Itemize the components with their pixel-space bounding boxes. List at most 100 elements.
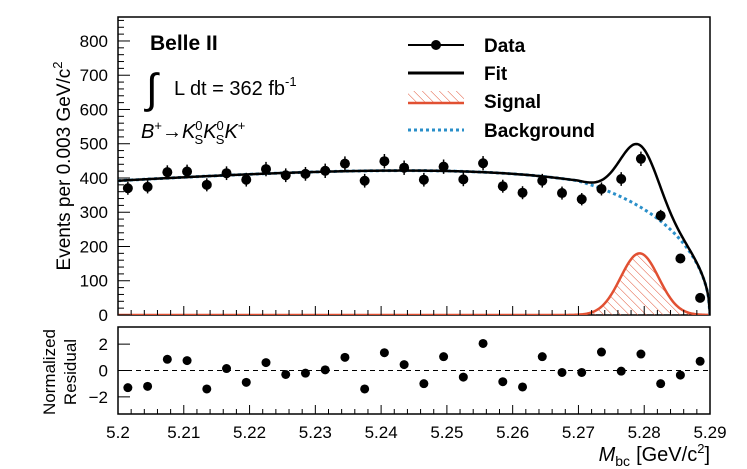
signal-curve	[118, 252, 710, 315]
residual-point	[695, 356, 705, 366]
residual-point	[537, 352, 547, 362]
residual-point	[596, 347, 606, 357]
residual-point	[577, 367, 587, 377]
data-point	[418, 174, 429, 185]
residual-plot-frame	[117, 326, 711, 415]
x-tick-label: 5.28	[628, 423, 661, 442]
x-tick-label: 5.22	[233, 423, 266, 442]
residual-tick-label: 2	[99, 335, 108, 354]
lumi-text: L dt = 362 fb	[174, 78, 285, 100]
data-point	[438, 161, 449, 172]
residual-tick-label: −2	[89, 388, 108, 407]
residual-point	[656, 379, 666, 389]
legend: Data Fit Signal Background	[408, 36, 595, 142]
y-tick-label: 700	[80, 66, 108, 85]
residual-point	[261, 358, 271, 368]
signal-hatched-area	[118, 253, 710, 315]
residual-point	[616, 366, 626, 376]
data-point	[221, 168, 232, 179]
data-point	[122, 183, 133, 194]
data-point	[675, 253, 686, 264]
x-tick-label: 5.26	[496, 423, 529, 442]
residual-point	[498, 377, 508, 387]
data-point	[201, 179, 212, 190]
residual-point	[478, 338, 488, 348]
data-points	[122, 151, 706, 303]
x-axis-label: Mbc [GeV/c2]	[599, 441, 710, 469]
residual-point	[222, 364, 232, 374]
data-point	[280, 170, 291, 181]
data-point	[399, 162, 410, 173]
data-point	[300, 168, 311, 179]
lumi-label: L dt = 362 fb-1	[174, 74, 297, 100]
data-point	[537, 175, 548, 186]
legend-data-marker	[431, 40, 441, 50]
data-point	[655, 210, 666, 221]
y-axis-label: Events per 0.003 GeV/c2	[50, 62, 75, 271]
x-tick-label: 5.27	[562, 423, 595, 442]
residual-point	[636, 349, 646, 359]
residual-point	[439, 352, 449, 362]
data-point	[576, 194, 587, 205]
residual-point	[360, 384, 370, 394]
data-point	[182, 166, 193, 177]
legend-background-label: Background	[484, 121, 595, 142]
data-point	[478, 158, 489, 169]
residual-point	[300, 368, 310, 378]
y-tick-label: 200	[80, 237, 108, 256]
data-point	[261, 164, 271, 175]
data-point	[142, 181, 153, 192]
x-tick-label: 5.25	[430, 423, 463, 442]
axis-ticks: 5.2 5.21 5.22 5.23 5.24 5.25 5.26 5.27 5.28 5.29 0…	[80, 19, 727, 442]
data-point	[497, 181, 508, 192]
lumi-sup: -1	[285, 74, 297, 89]
residual-label-line1: Normalized	[40, 329, 59, 415]
data-point	[458, 174, 469, 185]
residual-point	[675, 370, 685, 380]
data-point	[379, 156, 390, 167]
x-tick-label: 5.2	[106, 423, 130, 442]
y-tick-label: 0	[99, 306, 108, 325]
data-point	[695, 292, 706, 303]
y-tick-label: 600	[80, 100, 108, 119]
residual-point	[557, 367, 567, 377]
residual-point	[123, 383, 133, 393]
residual-point	[202, 384, 212, 394]
lumi-integral-sign: ∫	[144, 65, 160, 112]
fit-curve	[118, 142, 710, 315]
residual-point	[281, 369, 291, 379]
residual-point	[162, 354, 172, 364]
residual-point	[399, 360, 409, 370]
main-plot-frame	[117, 16, 711, 316]
x-tick-label: 5.21	[167, 423, 200, 442]
y-tick-label: 500	[80, 135, 108, 154]
data-point	[596, 183, 607, 194]
legend-data-label: Data	[484, 36, 526, 57]
data-point	[557, 188, 567, 199]
residual-point	[458, 372, 468, 382]
data-point	[339, 158, 350, 169]
residual-label-line2: Residual	[61, 339, 80, 405]
residual-point	[143, 381, 153, 391]
residual-point	[320, 365, 330, 375]
x-tick-label: 5.29	[693, 423, 726, 442]
residual-point	[241, 377, 251, 387]
data-point	[517, 187, 528, 198]
legend-fit-label: Fit	[484, 64, 508, 85]
residual-points	[123, 338, 705, 394]
residual-point	[340, 352, 350, 362]
residual-point	[379, 348, 389, 358]
y-tick-label: 300	[80, 203, 108, 222]
legend-signal-label: Signal	[484, 92, 541, 113]
x-tick-label: 5.23	[299, 423, 332, 442]
data-point	[241, 174, 252, 185]
decay-label: B+→K0 SK0 SK+	[141, 118, 245, 147]
residual-point	[182, 356, 192, 366]
legend-signal-hatch	[408, 91, 464, 103]
y-tick-label: 400	[80, 169, 108, 188]
data-point	[162, 167, 173, 178]
experiment-label: Belle II	[150, 32, 218, 55]
data-point	[635, 153, 646, 164]
y-tick-label: 800	[80, 32, 108, 51]
